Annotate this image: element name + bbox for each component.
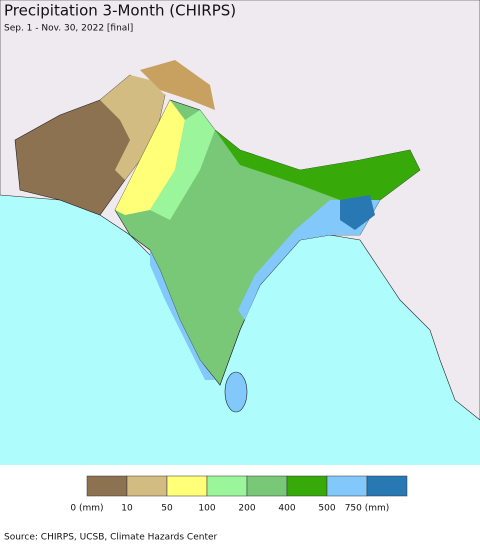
legend-swatch — [246, 475, 288, 497]
legend-swatch — [126, 475, 168, 497]
northeast-wettest — [340, 195, 375, 230]
dry-zone — [100, 75, 165, 180]
legend-label: 200 — [238, 504, 255, 514]
legend-label: 750 (mm) — [345, 504, 390, 514]
legend-swatch — [86, 475, 128, 497]
northern-highlands — [140, 60, 215, 110]
himalaya-band — [215, 130, 420, 200]
legend-label: 50 — [161, 504, 173, 514]
legend-label: 0 (mm) — [70, 504, 103, 514]
legend-swatch — [326, 475, 368, 497]
legend: 0 (mm) 10 50 100 200 400 500 750 (mm) — [70, 475, 408, 514]
map — [0, 0, 480, 465]
legend-swatch — [286, 475, 328, 497]
east-coast-wet — [238, 200, 380, 320]
legend-label: 10 — [121, 504, 133, 514]
title: Precipitation 3-Month (CHIRPS) — [4, 2, 236, 20]
legend-label: 500 — [318, 504, 335, 514]
rajasthan-band — [115, 100, 185, 215]
subtitle: Sep. 1 - Nov. 30, 2022 [final] — [4, 24, 133, 34]
legend-label: 100 — [198, 504, 215, 514]
sri-lanka — [224, 371, 248, 413]
legend-swatch — [366, 475, 408, 497]
west-coast-wet — [150, 250, 215, 380]
legend-label: 400 — [278, 504, 295, 514]
legend-swatch — [206, 475, 248, 497]
transition-band — [150, 110, 215, 220]
legend-swatch — [166, 475, 208, 497]
source: Source: CHIRPS, UCSB, Climate Hazards Ce… — [4, 533, 218, 543]
